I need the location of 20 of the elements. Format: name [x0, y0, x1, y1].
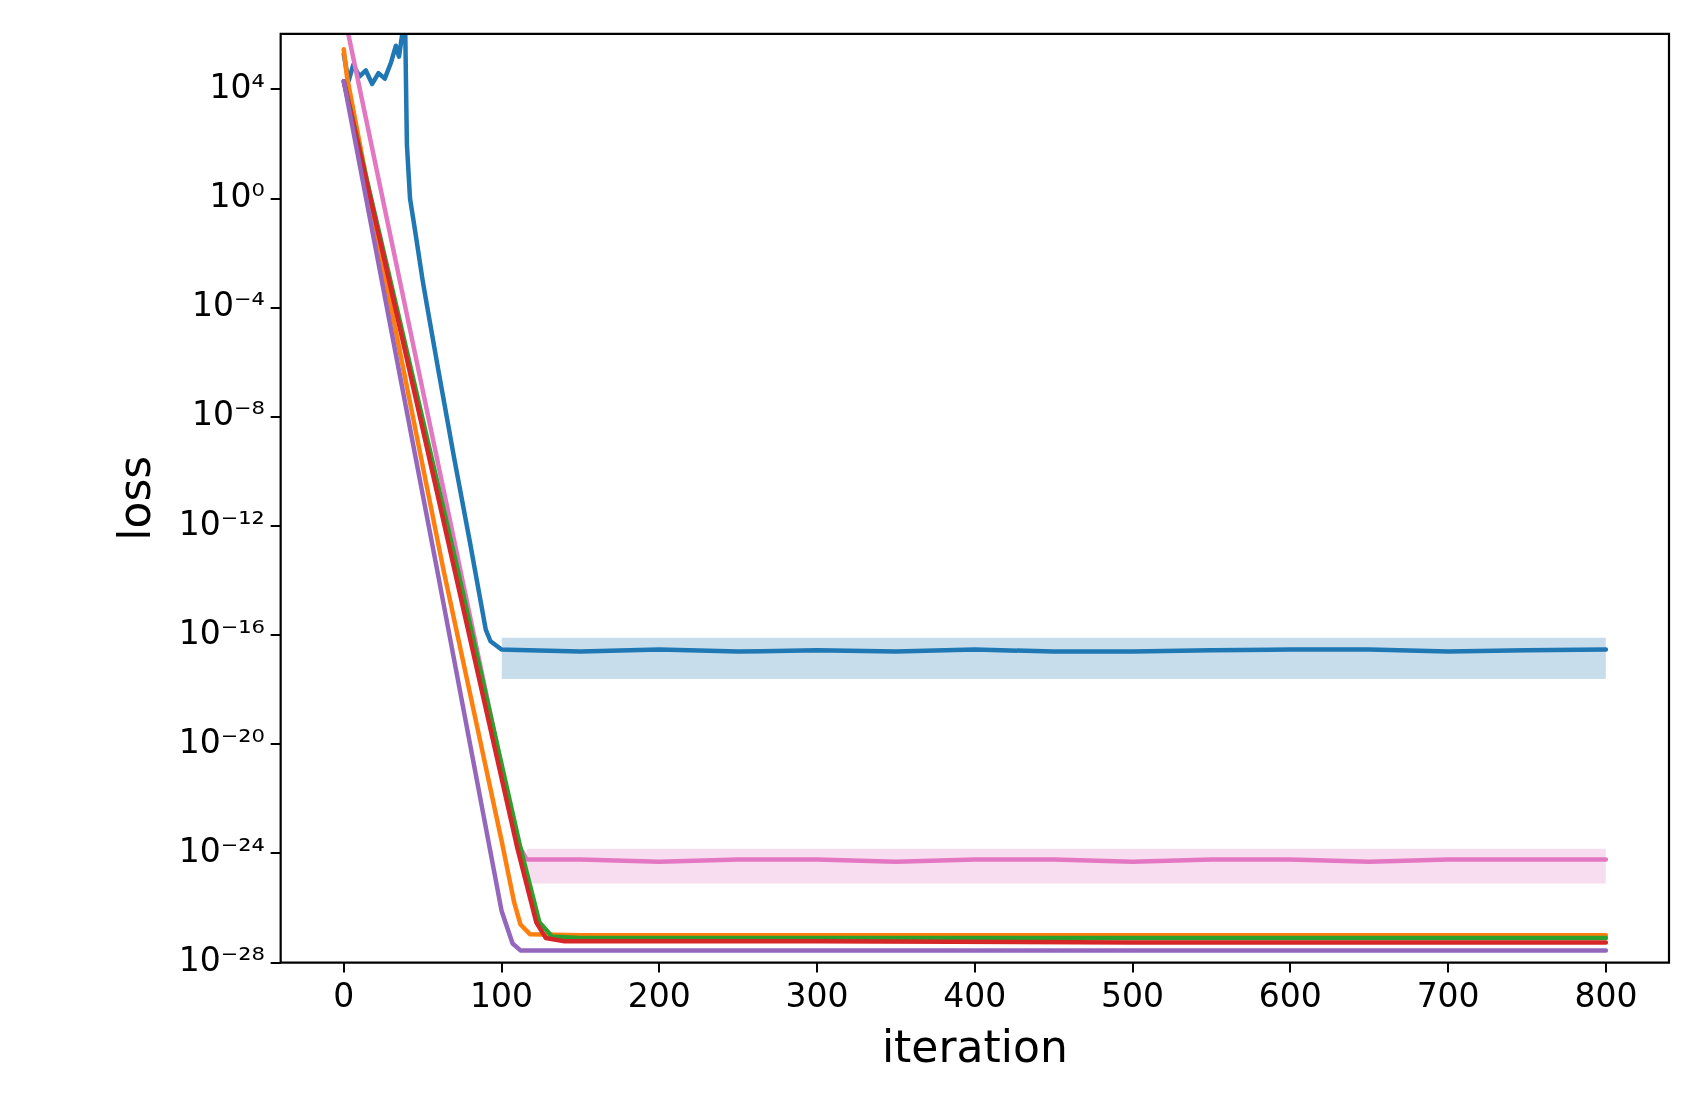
y-tick-label: 10⁻⁴	[192, 285, 265, 325]
y-tick-label: 10⁻⁸	[192, 394, 265, 434]
x-tick-label: 700	[1416, 975, 1480, 1015]
x-tick-label: 500	[1101, 975, 1165, 1015]
y-axis-title: loss	[108, 455, 160, 541]
x-tick-label: 0	[333, 975, 355, 1015]
x-tick-label: 300	[785, 975, 849, 1015]
x-tick-label: 800	[1574, 975, 1638, 1015]
y-tick-label: 10⁻²⁴	[178, 831, 265, 871]
y-tick-label: 10⁻¹⁶	[178, 612, 265, 652]
x-tick-label: 200	[627, 975, 691, 1015]
x-tick-label: 600	[1258, 975, 1322, 1015]
x-axis-title: iteration	[881, 1021, 1068, 1073]
y-tick-label: 10⁴	[209, 67, 265, 107]
x-tick-label: 100	[470, 975, 534, 1015]
x-tick-label: 400	[943, 975, 1007, 1015]
y-tick-label: 10⁰	[209, 176, 265, 216]
y-tick-label: 10⁻¹²	[178, 503, 265, 543]
y-tick-label: 10⁻²⁰	[178, 721, 265, 761]
y-tick-label: 10⁻²⁸	[178, 940, 265, 980]
